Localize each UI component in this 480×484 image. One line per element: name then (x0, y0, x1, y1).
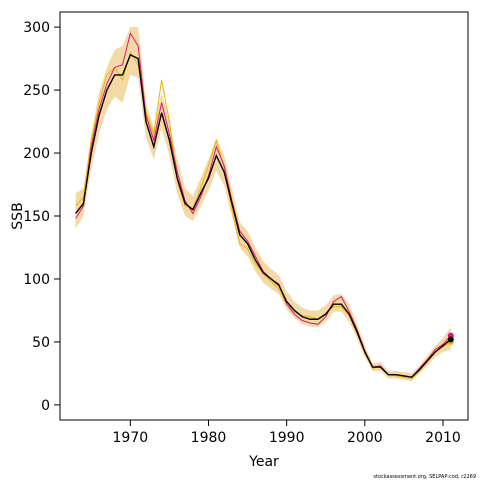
series-line (75, 51, 452, 379)
x-tick-label: 2010 (425, 430, 461, 446)
y-tick-label: 0 (41, 398, 50, 414)
series-line (75, 53, 452, 378)
y-tick-label: 100 (23, 272, 50, 288)
y-tick-label: 200 (23, 146, 50, 162)
series-line (75, 32, 452, 378)
x-tick-label: 1980 (191, 430, 227, 446)
y-axis-label: SSB (10, 202, 26, 229)
x-tick-label: 1970 (113, 430, 149, 446)
caption: stockassessment.org, SELPAP-cod, r2269 (373, 474, 476, 480)
y-tick-label: 250 (23, 83, 50, 99)
y-tick-label: 300 (23, 20, 50, 36)
y-tick-label: 50 (32, 335, 50, 351)
x-axis-label: Year (248, 454, 279, 470)
y-tick-label: 150 (23, 209, 50, 225)
end-point (447, 336, 454, 343)
x-tick-label: 1990 (269, 430, 305, 446)
confidence-band (75, 27, 451, 381)
x-tick-label: 2000 (347, 430, 383, 446)
